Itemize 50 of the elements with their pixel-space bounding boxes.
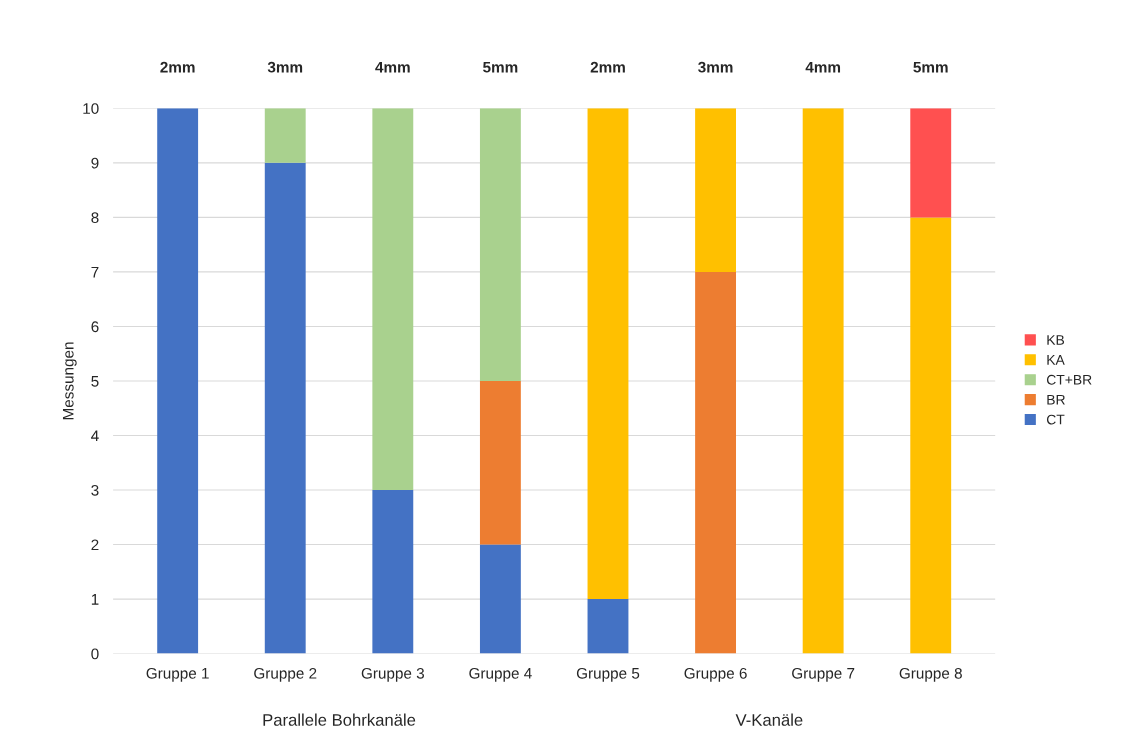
text: 5mm [913, 61, 948, 73]
x-tick-label: Gruppe 2 [254, 667, 317, 682]
text: 2mm [590, 61, 625, 73]
y-tick-label: 0 [91, 648, 99, 660]
bar [695, 108, 737, 272]
text: 4mm [375, 61, 410, 73]
bar [479, 544, 521, 654]
bar [372, 108, 414, 491]
bar [802, 108, 844, 654]
text: Parallele Bohrkanäle [263, 713, 416, 726]
legend-label: KA [1047, 355, 1065, 365]
x-tick-label: Gruppe 6 [684, 667, 747, 682]
legend-label: CT [1046, 414, 1065, 425]
y-tick-label: 10 [83, 103, 99, 114]
legend-label: KB [1047, 335, 1065, 345]
text: V-Kanäle [735, 713, 803, 726]
y-tick-label: 1 [91, 594, 99, 605]
y-tick-label: 3 [91, 484, 99, 496]
bar [587, 599, 629, 654]
bar [372, 490, 414, 654]
legend-label: CT+BR [1046, 374, 1092, 385]
x-tick-label: Gruppe 8 [899, 667, 962, 682]
x-tick-label: Gruppe 7 [792, 667, 855, 682]
bar [264, 108, 306, 163]
x-tick-label: Gruppe 3 [361, 667, 424, 682]
x-tick-label: Gruppe 4 [469, 667, 532, 682]
y-tick-label: 5 [91, 376, 99, 387]
legend-label: BR [1047, 394, 1065, 405]
bar [157, 108, 199, 654]
text: 3mm [698, 61, 733, 73]
y-tick-label: 7 [91, 266, 99, 278]
bar [479, 380, 521, 545]
y-tick-label: 8 [91, 212, 99, 224]
text: 2mm [160, 61, 195, 73]
y-tick-label: 9 [91, 157, 99, 169]
y-tick-label: 2 [91, 539, 99, 551]
y-tick-label: 4 [91, 430, 99, 442]
y-tick-label: 6 [91, 321, 99, 333]
bar [479, 108, 521, 381]
x-tick-label: Gruppe 5 [576, 667, 640, 682]
bar [264, 162, 306, 654]
bar [910, 108, 952, 218]
bar [910, 217, 952, 654]
text: 4mm [805, 61, 841, 73]
y-axis-title: Messungen [62, 342, 77, 420]
x-tick-label: Gruppe 1 [146, 667, 209, 682]
bar [695, 271, 737, 654]
text: 5mm [483, 61, 518, 73]
text: 3mm [267, 61, 303, 73]
bar [587, 108, 629, 600]
